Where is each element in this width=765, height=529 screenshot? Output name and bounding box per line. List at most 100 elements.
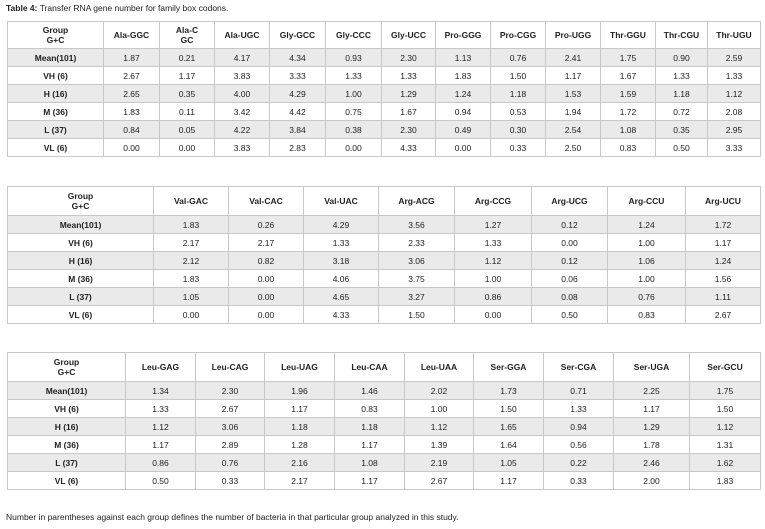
table-row: L (37) 0.86 0.76 2.16 1.08 2.19 1.05 0.22 2.46 1.…	[7, 453, 761, 472]
table-cell: 4.33	[381, 138, 436, 157]
table-caption: Table 4: Transfer RNA gene number for fa…	[6, 3, 228, 14]
table-cell: 1.29	[613, 417, 690, 436]
table-cell: 1.96	[264, 381, 335, 400]
table-cell: 3.18	[303, 251, 379, 270]
table-cell: 4.29	[303, 215, 379, 234]
table-cell: 1.34	[125, 381, 196, 400]
group-header: Group G+C	[7, 352, 126, 382]
table-cell: 0.53	[490, 102, 546, 121]
table-cell: 1.83	[689, 471, 761, 490]
column-header: Arg-CCU	[607, 186, 686, 216]
table-cell: 1.18	[490, 84, 546, 103]
table-2: Group G+C Val-GAC Val-CAC Val-UAC Arg-ACG…	[7, 186, 761, 324]
table-cell: 0.93	[325, 48, 382, 67]
table-cell: 1.17	[545, 66, 601, 85]
table-cell: 4.22	[214, 120, 270, 139]
table-cell: 1.33	[707, 66, 761, 85]
table-cell: 2.17	[264, 471, 335, 490]
table-cell: 1.83	[153, 269, 229, 288]
table-header-row: Group G+C Leu-GAG Leu-CAG Leu-UAG Leu-CAA…	[7, 352, 761, 382]
table-cell: 1.00	[607, 269, 686, 288]
table-row: Mean(101) 1.83 0.26 4.29 3.56 1.27 0.12 1.24 1.7…	[7, 215, 761, 234]
table-cell: 0.75	[325, 102, 382, 121]
group-header-line: G+C	[57, 367, 76, 377]
column-header: Arg-ACG	[378, 186, 455, 216]
table-cell: 4.17	[214, 48, 270, 67]
table-cell: 1.17	[685, 233, 761, 252]
table-row: M (36) 1.17 2.89 1.28 1.17 1.39 1.64 0.56 1.78 1.…	[7, 435, 761, 454]
caption-label: Table 4:	[6, 3, 38, 13]
table-row: M (36) 1.83 0.11 3.42 4.42 0.75 1.67 0.94 0.53 1.…	[7, 102, 761, 121]
table-row: Mean(101) 1.87 0.21 4.17 4.34 0.93 2.30 1.13 0.7…	[7, 48, 761, 67]
table-cell: 0.82	[228, 251, 304, 270]
table-cell: 0.35	[159, 84, 215, 103]
table-cell: 1.12	[454, 251, 532, 270]
table-cell: 1.46	[334, 381, 405, 400]
table-cell: 0.94	[435, 102, 491, 121]
table-cell: 1.24	[435, 84, 491, 103]
table-cell: 2.54	[545, 120, 601, 139]
column-header: Ala-GGC	[103, 21, 160, 49]
table-cell: 0.33	[543, 471, 614, 490]
table-1-body: Group G+C Ala-GGC Ala-CGC Ala-UGC Gly-GCC…	[7, 21, 761, 157]
table-cell: 1.83	[103, 102, 160, 121]
table-cell: 1.50	[473, 399, 544, 418]
table-cell: 0.00	[228, 305, 304, 324]
table-cell: 2.65	[103, 84, 160, 103]
table-cell: 4.42	[269, 102, 326, 121]
table-row: L (37) 1.05 0.00 4.65 3.27 0.86 0.08 0.76 1.11	[7, 287, 761, 306]
group-header: Group G+C	[7, 186, 154, 216]
column-header: Arg-UCG	[531, 186, 608, 216]
table-cell: 4.29	[269, 84, 326, 103]
table-cell: 0.90	[655, 48, 708, 67]
table-cell: 1.33	[303, 233, 379, 252]
column-header: Pro-CGG	[490, 21, 546, 49]
table-cell: 0.00	[325, 138, 382, 157]
table-cell: 1.12	[125, 417, 196, 436]
column-header: Leu-CAG	[195, 352, 265, 382]
table-cell: 1.24	[607, 215, 686, 234]
row-label: VH (6)	[7, 66, 104, 85]
table-cell: 3.56	[378, 215, 455, 234]
column-header: Leu-GAG	[125, 352, 196, 382]
column-header: Leu-CAA	[334, 352, 405, 382]
group-header-line: Group	[42, 25, 69, 35]
table-cell: 0.71	[543, 381, 614, 400]
table-cell: 1.12	[404, 417, 474, 436]
table-cell: 2.33	[378, 233, 455, 252]
table-cell: 2.17	[153, 233, 229, 252]
table-cell: 0.33	[490, 138, 546, 157]
row-label: Mean(101)	[7, 48, 104, 67]
table-cell: 1.17	[264, 399, 335, 418]
row-label: VH (6)	[7, 233, 154, 252]
table-cell: 1.78	[613, 435, 690, 454]
table-cell: 1.73	[473, 381, 544, 400]
table-cell: 3.27	[378, 287, 455, 306]
row-label: L (37)	[7, 120, 104, 139]
table-cell: 1.18	[655, 84, 708, 103]
table-cell: 0.00	[228, 287, 304, 306]
row-label: VL (6)	[7, 471, 126, 490]
table-cell: 2.08	[707, 102, 761, 121]
table-cell: 0.11	[159, 102, 215, 121]
table-cell: 1.33	[655, 66, 708, 85]
table-cell: 1.50	[689, 399, 761, 418]
table-cell: 0.38	[325, 120, 382, 139]
column-header: Gly-CCC	[325, 21, 382, 49]
table-3: Group G+C Leu-GAG Leu-CAG Leu-UAG Leu-CAA…	[7, 352, 761, 490]
table-row: H (16) 2.12 0.82 3.18 3.06 1.12 0.12 1.06 1.24	[7, 251, 761, 270]
table-cell: 1.59	[600, 84, 656, 103]
column-header: Thr-GGU	[600, 21, 656, 49]
row-label: H (16)	[7, 84, 104, 103]
table-cell: 1.83	[435, 66, 491, 85]
table-cell: 0.26	[228, 215, 304, 234]
table-cell: 1.50	[378, 305, 455, 324]
table-cell: 1.17	[613, 399, 690, 418]
column-header: Ser-CGA	[543, 352, 614, 382]
table-cell: 0.00	[159, 138, 215, 157]
table-cell: 1.11	[685, 287, 761, 306]
table-row: VL (6) 0.00 0.00 3.83 2.83 0.00 4.33 0.00 0.33 2.…	[7, 138, 761, 157]
table-3-body: Group G+C Leu-GAG Leu-CAG Leu-UAG Leu-CAA…	[7, 352, 761, 490]
column-header: Ser-UGA	[613, 352, 690, 382]
column-header: Leu-UAA	[404, 352, 474, 382]
